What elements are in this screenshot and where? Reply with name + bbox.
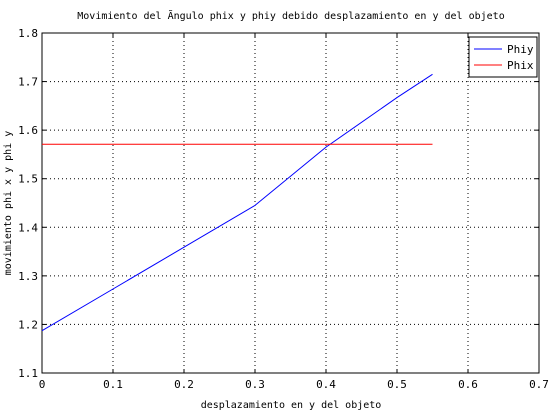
y-tick-label: 1.7 [18,76,38,89]
series-group [41,73,433,332]
x-tick-label: 0.5 [387,378,407,391]
x-tick-label: 0 [39,378,46,391]
y-tick-label: 1.8 [18,27,38,40]
y-tick-label: 1.3 [18,270,38,283]
legend-box [468,36,538,78]
x-axis-label: desplazamiento en y del objeto [201,400,382,411]
chart-title: Movimiento del Ãngulo phix y phiy debido… [77,9,504,22]
y-tick-label: 1.5 [18,173,38,186]
y-tick-label: 1.1 [18,367,38,380]
x-tick-label: 0.2 [174,378,194,391]
y-tick-label: 1.4 [18,221,38,234]
legend: Phiy Phix [468,36,538,78]
x-tick-label: 0.1 [103,378,123,391]
x-tick-label: 0.6 [458,378,478,391]
grid [42,33,539,373]
x-tick-label: 0.4 [316,378,336,391]
y-axis-label: movimiento phi x y phi y [3,131,14,276]
y-tick-label: 1.2 [18,318,38,331]
x-tick-label: 0.3 [245,378,265,391]
series-line-phiy [41,73,433,332]
y-tick-label: 1.6 [18,124,38,137]
ticks: 0 0.1 0.2 0.3 0.4 0.5 0.6 0.7 1.1 1.2 1.3 1.4 1.5 1.6… [18,27,549,391]
x-tick-label: 0.7 [529,378,549,391]
legend-label-phix: Phix [507,59,534,72]
legend-label-phiy: Phiy [507,43,534,56]
plot-frame [41,32,540,374]
